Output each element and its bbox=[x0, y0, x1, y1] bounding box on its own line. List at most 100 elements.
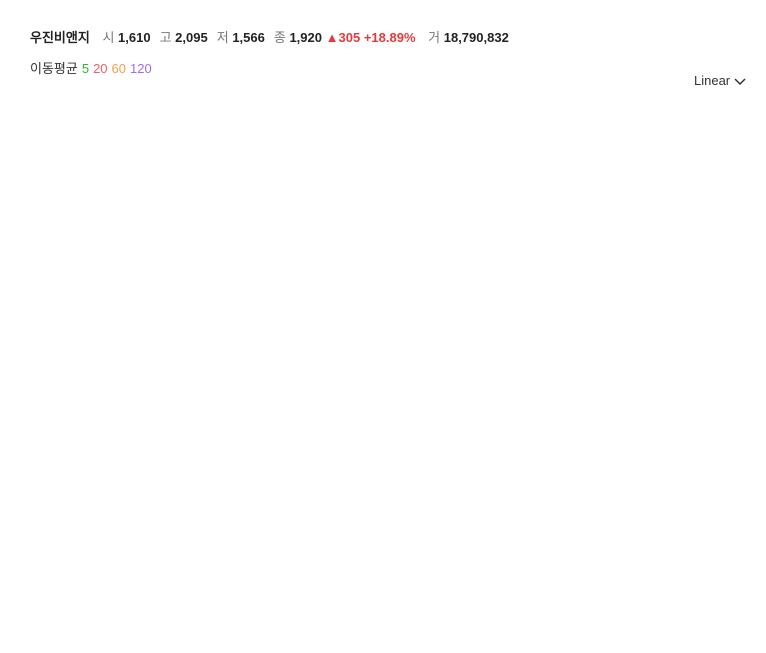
candle-body bbox=[491, 391, 508, 404]
x-tick-label: 4 bbox=[472, 598, 479, 612]
x-tick-label: 14 bbox=[588, 598, 602, 612]
volume-column bbox=[37, 493, 58, 593]
candle-body bbox=[16, 441, 32, 445]
candle-body bbox=[39, 447, 56, 453]
candle-body bbox=[372, 413, 389, 428]
y-tick-label: 2,050 bbox=[681, 132, 711, 146]
y-tick-label: 1,886 bbox=[681, 217, 711, 231]
volume-bar bbox=[560, 570, 581, 593]
moving-average-line bbox=[23, 417, 643, 437]
ma-legend-item: 120 bbox=[130, 61, 152, 76]
low-marker bbox=[69, 472, 75, 479]
volume-column bbox=[394, 493, 415, 593]
candle-body bbox=[182, 413, 199, 417]
volume-tick-label: 14.1m bbox=[681, 536, 714, 550]
change: ▲305 +18.89% bbox=[325, 30, 416, 45]
y-tick-label: 1,722 bbox=[681, 302, 711, 316]
ma-legend-item: 20 bbox=[93, 61, 108, 76]
y-tick-label: 1,640 bbox=[681, 345, 711, 359]
y-tick-label: 1,394 bbox=[681, 472, 711, 486]
ma-legend-item: 60 bbox=[111, 61, 127, 76]
volume-label: 거 bbox=[428, 30, 441, 45]
candle-body bbox=[253, 421, 270, 444]
moving-average-line bbox=[23, 361, 643, 389]
x-tick-label: 12 bbox=[112, 598, 126, 612]
volume-column bbox=[323, 493, 344, 593]
candle-body bbox=[538, 393, 555, 402]
volume-tick-label: 18.8m bbox=[681, 519, 714, 533]
volume-column bbox=[560, 493, 581, 593]
scale-label: Linear bbox=[694, 73, 731, 88]
item-value: 1,566 bbox=[232, 30, 265, 45]
moving-average-line bbox=[23, 324, 643, 452]
price-badge bbox=[668, 198, 760, 217]
candle-body bbox=[348, 425, 365, 439]
candle-body bbox=[63, 445, 80, 458]
item-label: 시 bbox=[102, 30, 115, 45]
volume-tick-label: 4.70m bbox=[681, 569, 714, 583]
item-value: 1,610 bbox=[118, 30, 151, 45]
low-annotation-pct: (35.02%) bbox=[133, 470, 178, 482]
item-value: 2,095 bbox=[175, 30, 208, 45]
candle-body bbox=[562, 327, 579, 355]
candle-body bbox=[229, 412, 246, 422]
candle-body bbox=[443, 410, 460, 422]
low-annotation-label: 최저 bbox=[78, 469, 98, 482]
high-annotation-value: 2,095 bbox=[562, 102, 590, 114]
volume-bar bbox=[632, 527, 653, 593]
header: 우진비앤지 시 1,610 고 2,095 저 1,566 종 1,920 ▲305 … bbox=[30, 27, 509, 46]
volume-column bbox=[204, 493, 225, 593]
item-label: 종 bbox=[273, 30, 286, 45]
item-value: 1,920 bbox=[289, 30, 322, 45]
stock-name: 우진비앤지 bbox=[30, 30, 90, 45]
volume-value: 18,790,832 bbox=[443, 30, 509, 45]
y-tick-label: 1,968 bbox=[681, 175, 711, 189]
x-tick-label: 26 bbox=[350, 598, 364, 612]
candle-body bbox=[515, 388, 532, 403]
volume-column bbox=[227, 493, 248, 593]
candle-body bbox=[634, 207, 651, 369]
candle-body bbox=[396, 410, 413, 429]
volume-bar bbox=[489, 592, 510, 593]
chevron bbox=[734, 78, 746, 85]
volume-column bbox=[346, 493, 367, 593]
x-tick-label: 5월 bbox=[395, 598, 413, 612]
scale-select[interactable]: Linear bbox=[694, 73, 746, 88]
volume-column bbox=[180, 493, 201, 593]
volume-column bbox=[418, 493, 439, 593]
change-value: 305 bbox=[338, 30, 361, 45]
y-tick-label: 1,476 bbox=[681, 430, 711, 444]
candle-body bbox=[134, 434, 151, 439]
candle-body bbox=[467, 403, 484, 412]
volume-column bbox=[513, 493, 534, 593]
item-label: 저 bbox=[216, 30, 229, 45]
candle-body bbox=[301, 430, 318, 438]
candle-body bbox=[87, 442, 104, 457]
candle-body bbox=[420, 428, 437, 432]
item-label: 고 bbox=[159, 30, 172, 45]
volume-column bbox=[441, 493, 462, 593]
volume-column bbox=[489, 493, 510, 593]
low-annotation-value: 1,422 bbox=[103, 470, 131, 482]
x-tick-label: 20 bbox=[255, 598, 269, 612]
volume-column bbox=[536, 493, 557, 593]
volume-column bbox=[132, 493, 153, 593]
volume-total: 18,790,832 bbox=[71, 499, 136, 514]
y-tick-label: 1,804 bbox=[681, 260, 711, 274]
x-tick-label: 16 bbox=[160, 598, 174, 612]
candle-body bbox=[586, 295, 603, 335]
volume-column bbox=[370, 493, 391, 593]
ma-legend-item: 5 bbox=[81, 61, 90, 76]
candle-body bbox=[610, 319, 627, 365]
volume-column bbox=[608, 493, 629, 593]
volume-column bbox=[632, 493, 653, 593]
volume-column bbox=[14, 493, 34, 593]
volume-title-bg bbox=[24, 498, 142, 518]
volume-bar bbox=[608, 589, 629, 593]
candle-body bbox=[206, 412, 223, 417]
moving-average-line bbox=[23, 395, 643, 465]
candle-body bbox=[277, 431, 294, 452]
high-annotation-label: 최고 bbox=[541, 101, 561, 114]
